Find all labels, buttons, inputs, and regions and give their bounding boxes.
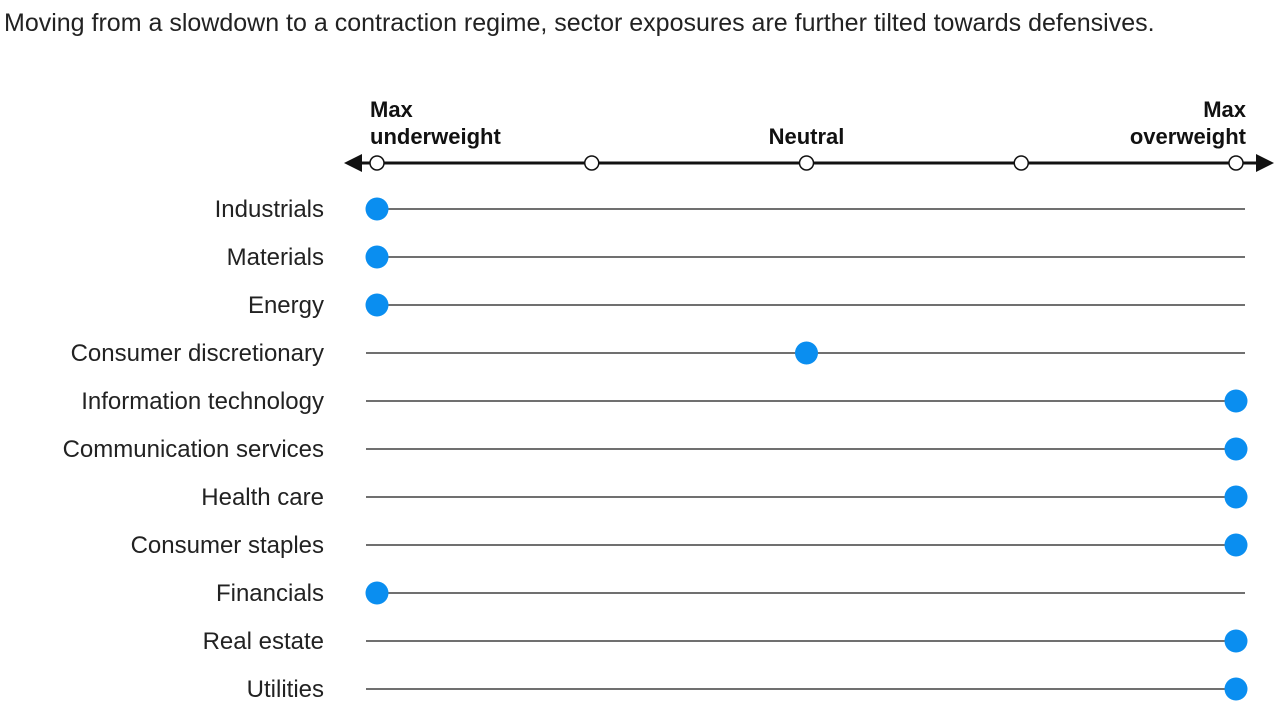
sector-label: Energy — [248, 292, 324, 319]
sector-label: Information technology — [81, 388, 324, 415]
scale-tick-label: Neutral — [769, 124, 845, 149]
sector-row: Consumer discretionary — [71, 340, 1245, 367]
position-marker — [1224, 437, 1248, 461]
sector-label: Consumer staples — [131, 532, 324, 559]
position-marker — [365, 245, 389, 269]
scale-tick — [1013, 155, 1029, 171]
position-marker — [1224, 533, 1248, 557]
sector-row: Communication services — [63, 436, 1248, 463]
scale-tick — [369, 155, 385, 171]
sector-rows: Industrials Materials Energy Consumer discr… — [63, 196, 1248, 703]
scale-tick — [798, 155, 815, 171]
sector-label: Utilities — [247, 676, 324, 703]
position-marker — [1224, 389, 1248, 413]
sector-label: Health care — [201, 484, 324, 511]
sector-label: Materials — [227, 244, 324, 271]
scale-tick — [584, 155, 600, 171]
position-marker — [365, 197, 389, 221]
sector-row: Health care — [201, 484, 1248, 511]
sector-row: Real estate — [203, 628, 1248, 655]
sector-label: Industrials — [215, 196, 324, 223]
sector-row: Energy — [248, 292, 1245, 319]
position-marker — [1224, 485, 1248, 509]
position-marker — [1224, 629, 1248, 653]
scale-tick-label: underweight — [370, 124, 501, 149]
sector-row: Materials — [227, 244, 1245, 271]
sector-label: Financials — [216, 580, 324, 607]
scale-tick-label: Max — [370, 97, 414, 122]
position-marker — [365, 581, 389, 605]
sector-row: Utilities — [247, 676, 1248, 703]
sector-label: Communication services — [63, 436, 324, 463]
arrow-left-icon — [344, 154, 362, 172]
scale-tick-label: Max — [1203, 97, 1247, 122]
sector-row: Information technology — [81, 388, 1248, 415]
scale-tick — [1228, 155, 1244, 171]
scale-tick-label: overweight — [1130, 124, 1247, 149]
sector-row: Financials — [216, 580, 1245, 607]
position-marker — [365, 293, 389, 317]
position-marker — [795, 341, 818, 365]
sector-row: Industrials — [215, 196, 1245, 223]
arrow-right-icon — [1256, 154, 1274, 172]
position-marker — [1224, 677, 1248, 701]
sector-row: Consumer staples — [131, 532, 1248, 559]
sector-label: Consumer discretionary — [71, 340, 324, 367]
sector-label: Real estate — [203, 628, 324, 655]
chart-subtitle: Moving from a slowdown to a contraction … — [4, 9, 1155, 37]
